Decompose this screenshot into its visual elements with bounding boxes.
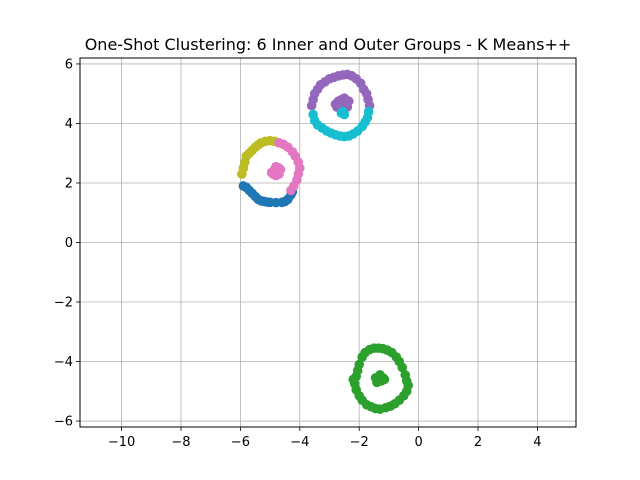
x-tick-label: 4 [533, 435, 541, 450]
cluster-series-2 [266, 138, 305, 196]
data-point [343, 96, 354, 106]
y-tick-label: −4 [54, 355, 73, 370]
data-point [269, 167, 280, 178]
y-tick-label: 6 [65, 57, 73, 72]
x-axis-ticks: −10 −8 −6 −4 −2 0 2 4 [108, 427, 542, 450]
x-tick-label: −4 [290, 435, 309, 450]
cluster-series-5 [348, 343, 413, 414]
x-tick-label: −8 [171, 435, 190, 450]
data-point [339, 109, 350, 120]
data-point [363, 106, 374, 117]
data-point [397, 362, 408, 373]
y-axis-ticks: −6 −4 −2 0 2 4 6 [54, 57, 80, 430]
data-point [375, 370, 385, 380]
data-point [348, 374, 359, 385]
cluster-series-3 [306, 69, 375, 112]
x-tick-label: −2 [350, 435, 369, 450]
data-points [237, 69, 413, 414]
grid-lines [80, 58, 576, 427]
chart-title: One-Shot Clustering: 6 Inner and Outer G… [85, 35, 572, 54]
x-tick-label: −10 [108, 435, 135, 450]
y-tick-label: −2 [54, 296, 73, 311]
x-tick-label: −6 [231, 435, 250, 450]
data-point [372, 377, 382, 388]
y-tick-label: −6 [54, 415, 73, 430]
data-point [354, 359, 364, 370]
data-point [286, 185, 296, 196]
x-tick-label: 0 [414, 435, 422, 450]
cluster-series-4 [308, 106, 374, 142]
y-tick-label: 2 [65, 176, 73, 191]
y-tick-label: 0 [65, 236, 73, 251]
x-tick-label: 2 [474, 435, 482, 450]
y-tick-label: 4 [65, 117, 73, 132]
